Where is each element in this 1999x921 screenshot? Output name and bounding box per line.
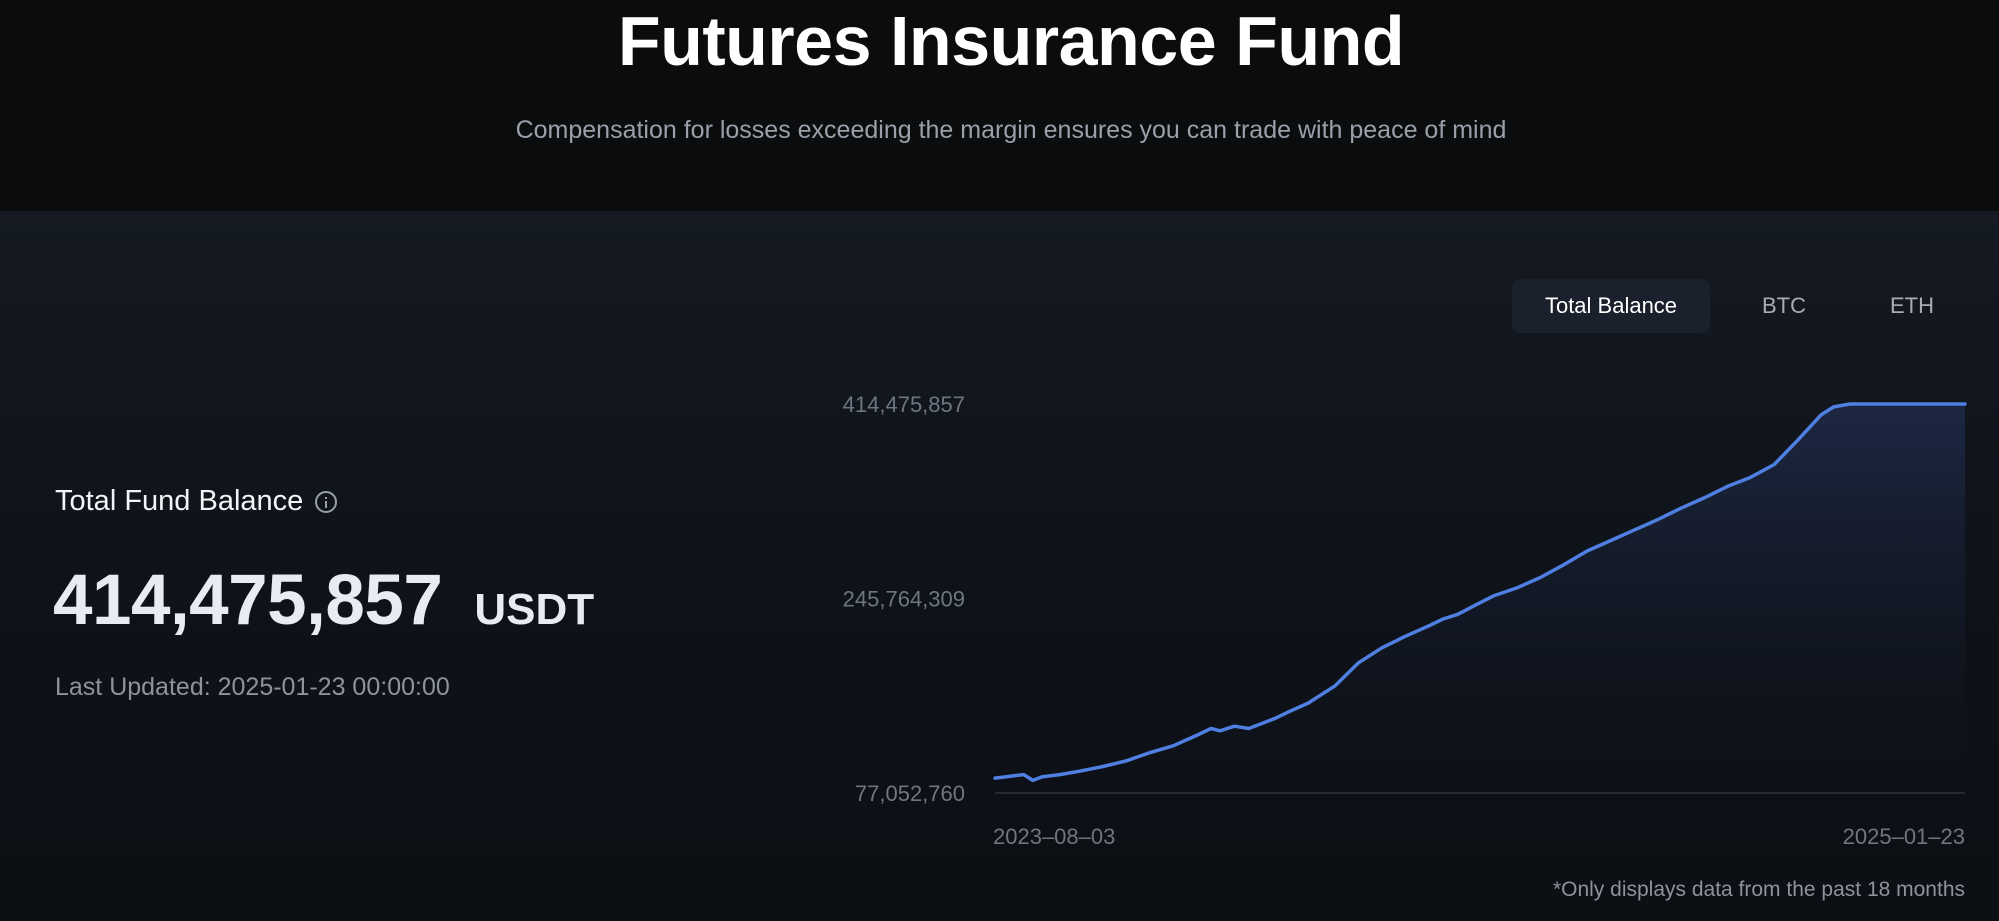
balance-unit: USDT <box>474 585 595 634</box>
chart-area-fill <box>995 404 1965 793</box>
tab-btc[interactable]: BTC <box>1762 293 1806 318</box>
total-balance-value: 414,475,857 USDT <box>53 560 594 641</box>
tab-total-balance[interactable]: Total Balance <box>1512 279 1710 333</box>
tab-eth[interactable]: ETH <box>1890 293 1934 318</box>
chart-series-line <box>993 402 1967 783</box>
chart-footnote: *Only displays data from the past 18 mon… <box>1552 878 1965 901</box>
info-icon[interactable] <box>315 490 338 513</box>
y-tick-label: 245,764,309 <box>843 587 965 612</box>
x-tick-label: 2025–01–23 <box>1843 824 1965 849</box>
y-tick-label: 414,475,857 <box>843 392 965 417</box>
total-fund-balance-label: Total Fund Balance <box>55 485 338 518</box>
balance-amount: 414,475,857 <box>53 561 443 640</box>
balance-label-text: Total Fund Balance <box>55 485 304 517</box>
hero-section: Futures Insurance Fund Compensation for … <box>0 0 1999 211</box>
y-tick-label: 77,052,760 <box>855 781 965 806</box>
x-tick-label: 2023–08–03 <box>993 824 1115 849</box>
last-updated: Last Updated: 2025-01-23 00:00:00 <box>55 673 450 701</box>
page-subtitle: Compensation for losses exceeding the ma… <box>515 116 1507 144</box>
page-title: Futures Insurance Fund <box>617 2 1405 80</box>
